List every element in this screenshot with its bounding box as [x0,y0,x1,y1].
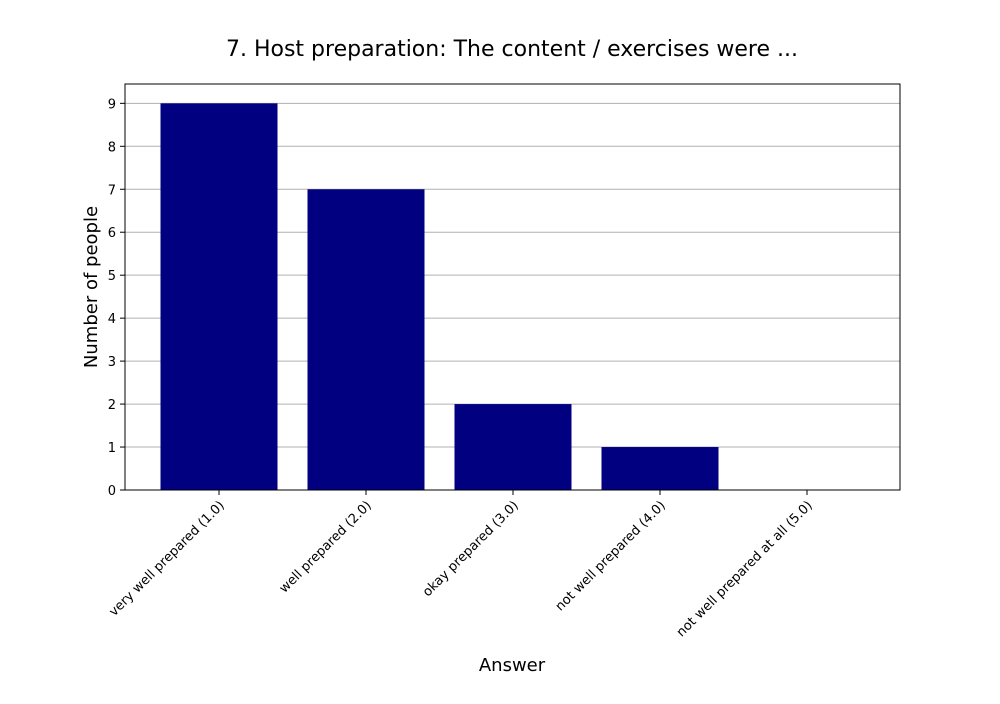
y-axis-label: Number of people [81,206,102,368]
bar [601,447,719,490]
y-tick-label: 4 [108,312,116,327]
y-axis-ticks: 0 1 2 3 4 5 6 7 8 9 [108,97,125,499]
y-tick-label: 1 [108,441,116,456]
x-axis-label: Answer [479,655,546,676]
x-tick-label: well prepared (2.0) [277,498,375,596]
x-tick-label: very well prepared (1.0) [106,498,227,619]
bars [160,103,719,490]
x-tick-label: not well prepared (4.0) [553,498,669,614]
x-axis-ticks: very well prepared (1.0) well prepared (2… [106,490,816,640]
y-tick-label: 5 [108,269,116,284]
y-tick-label: 3 [108,355,116,370]
y-tick-label: 2 [108,398,116,413]
bar [307,189,425,490]
chart-title: 7. Host preparation: The content / exerc… [226,37,798,62]
y-tick-label: 0 [108,484,116,499]
x-tick-label: okay prepared (3.0) [420,498,522,600]
bar [160,103,278,490]
x-tick-label: not well prepared at all (5.0) [674,498,816,640]
y-tick-label: 9 [108,97,116,112]
y-tick-label: 6 [108,226,116,241]
y-tick-label: 7 [108,183,116,198]
y-tick-label: 8 [108,140,116,155]
bar [454,404,572,490]
